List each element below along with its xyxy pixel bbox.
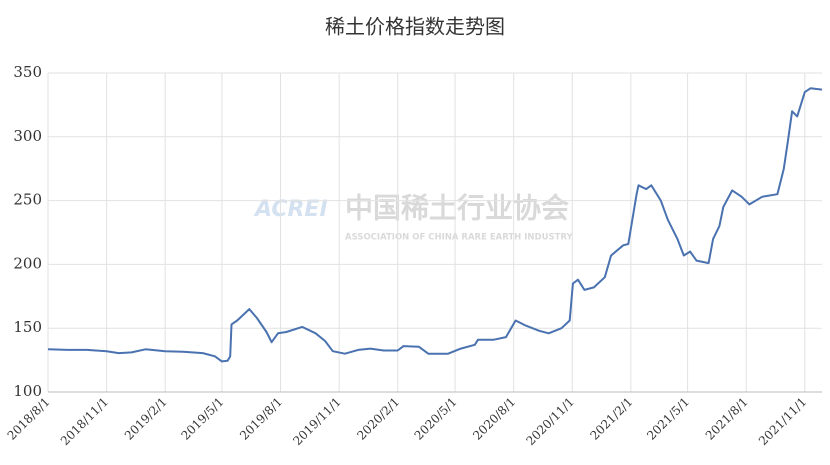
line <box>47 87 823 363</box>
x-tick-label: 2021/8/1 <box>703 395 751 443</box>
chart-title: 稀土价格指数走势图 <box>325 15 505 39</box>
x-tick-label: 2020/5/1 <box>412 395 460 443</box>
x-tick-label: 2019/5/1 <box>178 395 226 443</box>
x-tick-label: 2020/8/1 <box>470 395 518 443</box>
y-tick-label: 350 <box>13 63 42 81</box>
x-tick-label: 2019/11/1 <box>290 395 343 448</box>
y-tick-label: 250 <box>13 191 42 209</box>
watermark-logo: ACREI <box>253 197 328 222</box>
x-tick-label: 2021/2/1 <box>587 395 635 443</box>
x-tick-label: 2019/2/1 <box>122 395 170 443</box>
x-tick-label: 2020/2/1 <box>354 395 402 443</box>
y-tick-label: 300 <box>13 127 42 145</box>
x-tick-label: 2020/11/1 <box>523 395 576 448</box>
grid <box>47 72 822 393</box>
watermark-english: ASSOCIATION OF CHINA RARE EARTH INDUSTRY <box>345 233 573 243</box>
x-tick-label: 2019/8/1 <box>237 395 285 443</box>
y-tick-label: 150 <box>13 318 42 336</box>
x-tick-label: 2018/11/1 <box>58 395 111 448</box>
watermark-name: 中国稀土行业协会 <box>345 192 569 225</box>
x-tick-label: 2021/5/1 <box>644 395 692 443</box>
y-tick-label: 100 <box>13 382 42 400</box>
x-tick-label: 2021/11/1 <box>756 395 809 448</box>
x-tick-label: 2018/8/1 <box>5 395 53 443</box>
watermark: ACREI 中国稀土行业协会 ASSOCIATION OF CHINA RARE… <box>253 192 573 243</box>
y-tick-label: 200 <box>13 254 42 272</box>
